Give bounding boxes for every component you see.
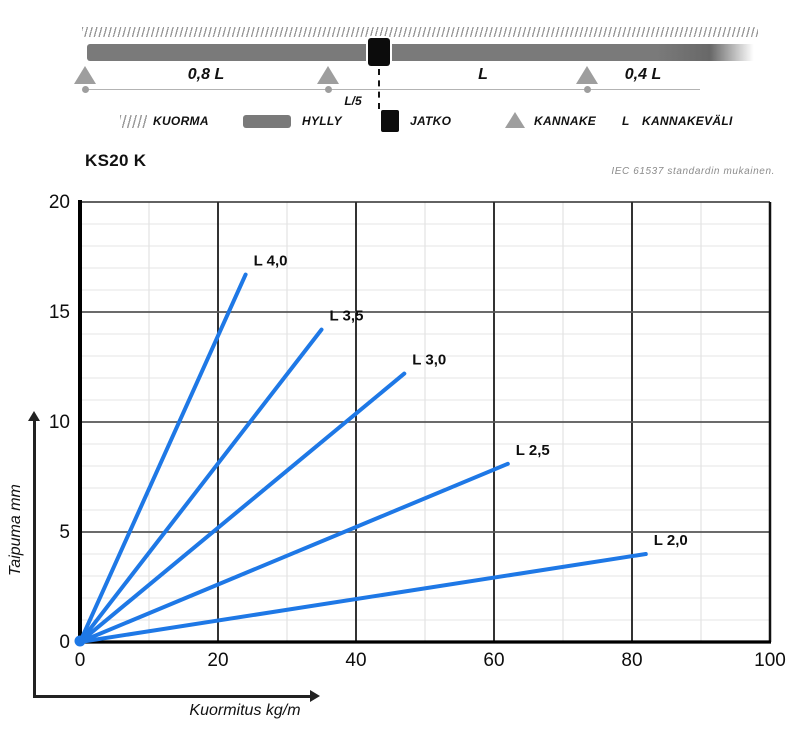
y-axis-arrowhead-icon: [28, 411, 40, 421]
shelf-beam: [87, 44, 757, 61]
joint-icon: [381, 110, 399, 132]
span-label-middle: L: [478, 66, 488, 83]
x-axis-label: Kuormitus kg/m: [189, 702, 301, 719]
load-hatch-icon: [82, 27, 758, 37]
y-axis-arrow: [33, 420, 36, 697]
bracket-triangle-icon: [505, 112, 525, 128]
support-triangle-left: [74, 66, 96, 84]
dimension-line: [85, 89, 700, 90]
joint-square: [368, 38, 390, 66]
series-label: L 4,0: [254, 253, 288, 270]
series-label: L 2,0: [654, 532, 688, 549]
legend-symbol-l: L: [622, 114, 630, 128]
load-hatch-icon: [120, 115, 147, 128]
chart-line-L30: [78, 371, 407, 644]
dimension-dot: [584, 86, 591, 93]
chart-line-L40: [78, 272, 248, 644]
legend-label-kuorma: KUORMA: [153, 114, 209, 128]
chart-line-L25: [78, 461, 510, 644]
dimension-dot: [82, 86, 89, 93]
chart-line-L35: [78, 327, 324, 644]
legend-label-hylly: HYLLY: [302, 114, 342, 128]
y-tick-label: 0: [59, 632, 70, 653]
span-label-right: 0,4 L: [624, 66, 662, 83]
x-axis-arrow: [33, 695, 313, 698]
joint-offset-label: L/5: [344, 94, 362, 108]
shelf-icon: [243, 115, 291, 128]
chart-title: KS20 K: [85, 151, 147, 170]
x-tick-label: 20: [207, 650, 228, 671]
y-tick-label: 20: [49, 192, 70, 213]
legend-label-jatko: JATKO: [410, 114, 452, 128]
x-tick-label: 100: [754, 650, 786, 671]
legend-label-kannake: KANNAKE: [534, 114, 597, 128]
series-label: L 3,5: [330, 308, 364, 325]
x-axis-arrowhead-icon: [310, 690, 320, 702]
x-tick-label: 60: [483, 650, 504, 671]
dimension-dot: [325, 86, 332, 93]
standard-note: IEC 61537 standardin mukainen.: [611, 166, 775, 177]
span-label-left: 0,8 L: [187, 66, 225, 83]
support-triangle-middle: [317, 66, 339, 84]
y-tick-label: 5: [59, 522, 70, 543]
y-tick-label: 15: [49, 302, 70, 323]
x-tick-label: 0: [75, 650, 86, 671]
legend-label-kannakevali: KANNAKEVÄLI: [642, 114, 733, 128]
series-label: L 2,5: [516, 442, 550, 459]
x-tick-label: 80: [621, 650, 642, 671]
y-tick-label: 10: [49, 412, 70, 433]
chart-line-L20: [78, 552, 648, 644]
y-axis-label: Taipuma mm: [7, 484, 24, 576]
series-label: L 3,0: [412, 352, 446, 369]
support-triangle-right: [576, 66, 598, 84]
origin-dot: [74, 635, 86, 647]
x-tick-label: 40: [345, 650, 366, 671]
